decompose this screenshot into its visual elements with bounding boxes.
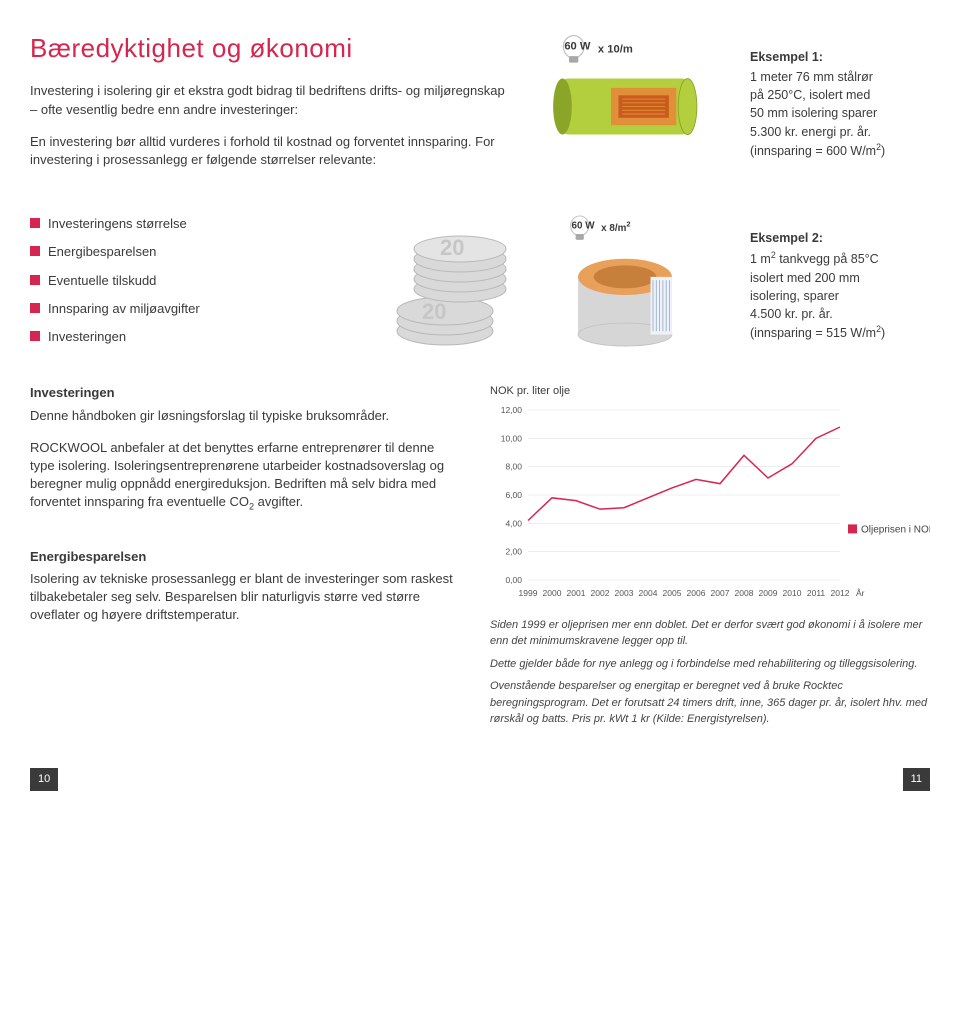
svg-text:1999: 1999 <box>519 588 538 598</box>
svg-text:2008: 2008 <box>735 588 754 598</box>
invest-p2: ROCKWOOL anbefaler at det benyttes erfar… <box>30 439 460 514</box>
svg-text:2002: 2002 <box>591 588 610 598</box>
lower-left-column: Investeringen Denne håndboken gir løsnin… <box>30 384 460 728</box>
invest-heading: Investeringen <box>30 384 460 402</box>
page-footer: 10 11 <box>30 768 930 791</box>
svg-text:20: 20 <box>422 299 446 324</box>
energy-heading: Energibesparelsen <box>30 548 460 566</box>
pipe-illustration-svg: 60 W x 10/m <box>540 30 710 170</box>
intro-paragraph-1: Investering i isolering gir et ekstra go… <box>30 82 510 118</box>
svg-text:2001: 2001 <box>567 588 586 598</box>
invest-p1: Denne håndboken gir løsningsforslag til … <box>30 407 460 425</box>
bullet-icon <box>30 303 40 313</box>
multiplier-2: x 8/m2 <box>601 220 630 234</box>
svg-text:20: 20 <box>440 235 464 260</box>
bullet-3: Eventuelle tilskudd <box>48 272 156 290</box>
example2-line5: (innsparing = 515 W/m2) <box>750 323 930 342</box>
svg-text:2005: 2005 <box>663 588 682 598</box>
example1-line5: (innsparing = 600 W/m2) <box>750 141 930 160</box>
svg-text:År: År <box>856 588 865 598</box>
example2-line2: isolert med 200 mm <box>750 269 930 287</box>
example2-text: Eksempel 2: 1 m2 tankvegg på 85°C isoler… <box>750 211 930 356</box>
energy-p: Isolering av tekniske prosessanlegg er b… <box>30 570 460 625</box>
svg-text:12,00: 12,00 <box>501 405 523 415</box>
page-number-left: 10 <box>30 768 58 791</box>
bulb-wattage-2: 60 W <box>571 220 595 231</box>
svg-text:2011: 2011 <box>807 588 826 598</box>
example2-title: Eksempel 2: <box>750 229 930 247</box>
svg-text:2003: 2003 <box>615 588 634 598</box>
example2-line4: 4.500 kr. pr. år. <box>750 305 930 323</box>
example1-line4: 5.300 kr. energi pr. år. <box>750 123 930 141</box>
example1-line2: på 250°C, isolert med <box>750 86 930 104</box>
page-title: Bæredyktighet og økonomi <box>30 30 510 66</box>
example1-text: Eksempel 1: 1 meter 76 mm stålrør på 250… <box>750 30 930 183</box>
svg-text:4,00: 4,00 <box>505 518 522 528</box>
svg-text:6,00: 6,00 <box>505 490 522 500</box>
bulb-wattage-1: 60 W <box>564 41 591 53</box>
svg-text:0,00: 0,00 <box>505 575 522 585</box>
chart-caption: Siden 1999 er oljeprisen mer enn doblet.… <box>490 617 930 728</box>
svg-text:2,00: 2,00 <box>505 546 522 556</box>
bullet-5: Investeringen <box>48 328 126 346</box>
svg-text:2004: 2004 <box>639 588 658 598</box>
example1-illustration: 60 W x 10/m <box>540 30 720 183</box>
caption-l1: Siden 1999 er oljeprisen mer enn doblet.… <box>490 617 930 650</box>
caption-l3: Ovenstående besparelser og energitap er … <box>490 678 930 728</box>
example1-line3: 50 mm isolering sparer <box>750 104 930 122</box>
svg-text:8,00: 8,00 <box>505 461 522 471</box>
example2-illustration: 60 W x 8/m2 <box>540 211 720 356</box>
bullet-2: Energibesparelsen <box>48 243 156 261</box>
bullet-icon <box>30 246 40 256</box>
intro-paragraph-2: En investering bør alltid vurderes i for… <box>30 133 510 169</box>
bullet-1: Investeringens størrelse <box>48 215 187 233</box>
oil-price-line-chart: 0,00 2,00 4,00 6,00 8,00 10,00 12,00 1999 2000 20… <box>490 404 930 604</box>
example2-line3: isolering, sparer <box>750 287 930 305</box>
oil-price-chart-column: NOK pr. liter olje 0,00 2,00 4,00 6,00 8,00 1… <box>490 384 930 728</box>
svg-text:2000: 2000 <box>543 588 562 598</box>
chart-ylabel: NOK pr. liter olje <box>490 384 930 399</box>
svg-text:2007: 2007 <box>711 588 730 598</box>
svg-text:2009: 2009 <box>759 588 778 598</box>
example2-line1: 1 m2 tankvegg på 85°C <box>750 249 930 268</box>
bullet-column: Investeringens størrelse Energibesparels… <box>30 211 510 356</box>
bullet-4: Innsparing av miljøavgifter <box>48 300 200 318</box>
caption-l2: Dette gjelder både for nye anlegg og i f… <box>490 656 930 673</box>
example1-line1: 1 meter 76 mm stålrør <box>750 68 930 86</box>
svg-text:2006: 2006 <box>687 588 706 598</box>
page-number-right: 11 <box>903 768 930 791</box>
svg-text:2010: 2010 <box>783 588 802 598</box>
svg-text:10,00: 10,00 <box>501 433 523 443</box>
bullet-icon <box>30 275 40 285</box>
bullet-icon <box>30 331 40 341</box>
example1-title: Eksempel 1: <box>750 48 930 66</box>
svg-text:Oljeprisen i NORGE: Oljeprisen i NORGE <box>861 524 930 535</box>
tank-illustration-svg: 60 W x 8/m2 <box>540 211 710 351</box>
coins-illustration: 20 20 <box>370 211 520 351</box>
svg-text:2012: 2012 <box>831 588 850 598</box>
bullet-icon <box>30 218 40 228</box>
multiplier-1: x 10/m <box>598 43 633 55</box>
intro-column: Bæredyktighet og økonomi Investering i i… <box>30 30 510 183</box>
